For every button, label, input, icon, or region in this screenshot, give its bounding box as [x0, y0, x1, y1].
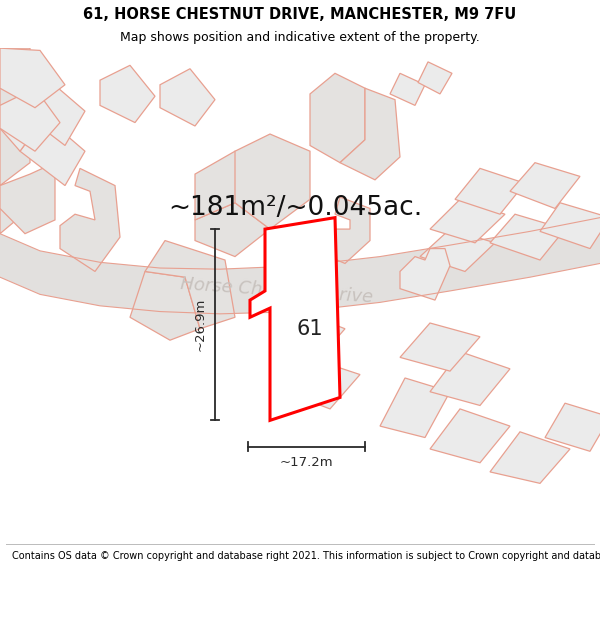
- Polygon shape: [420, 229, 495, 271]
- Polygon shape: [0, 162, 55, 234]
- Polygon shape: [0, 48, 30, 186]
- Polygon shape: [0, 48, 65, 108]
- Text: Map shows position and indicative extent of the property.: Map shows position and indicative extent…: [120, 31, 480, 44]
- Polygon shape: [60, 168, 120, 271]
- Text: ~26.9m: ~26.9m: [194, 298, 207, 351]
- Polygon shape: [510, 162, 580, 209]
- Polygon shape: [430, 199, 505, 243]
- Text: Horse Chestnut Drive: Horse Chestnut Drive: [180, 275, 374, 307]
- Polygon shape: [145, 241, 235, 329]
- Polygon shape: [160, 69, 215, 126]
- Polygon shape: [195, 202, 270, 257]
- Polygon shape: [285, 359, 360, 409]
- Polygon shape: [0, 88, 60, 151]
- Polygon shape: [490, 214, 565, 260]
- Polygon shape: [430, 352, 510, 406]
- Polygon shape: [310, 73, 365, 162]
- Polygon shape: [490, 432, 570, 483]
- Polygon shape: [390, 73, 425, 106]
- Polygon shape: [545, 403, 600, 451]
- Text: ~17.2m: ~17.2m: [280, 456, 334, 469]
- Text: 61: 61: [296, 319, 323, 339]
- Polygon shape: [20, 117, 85, 186]
- Polygon shape: [455, 168, 525, 214]
- Polygon shape: [418, 62, 452, 94]
- Polygon shape: [0, 88, 45, 151]
- Polygon shape: [20, 77, 85, 146]
- Polygon shape: [250, 217, 340, 421]
- Polygon shape: [430, 409, 510, 462]
- Text: Contains OS data © Crown copyright and database right 2021. This information is : Contains OS data © Crown copyright and d…: [12, 551, 600, 561]
- Polygon shape: [400, 249, 450, 300]
- Polygon shape: [400, 323, 480, 371]
- Polygon shape: [0, 186, 30, 234]
- Text: ~181m²/~0.045ac.: ~181m²/~0.045ac.: [168, 196, 422, 221]
- Polygon shape: [195, 151, 270, 220]
- Polygon shape: [310, 197, 370, 264]
- Polygon shape: [0, 217, 600, 314]
- Polygon shape: [235, 134, 310, 229]
- Polygon shape: [340, 88, 400, 180]
- Polygon shape: [130, 271, 200, 340]
- Polygon shape: [270, 311, 345, 363]
- Polygon shape: [100, 65, 155, 122]
- Text: 61, HORSE CHESTNUT DRIVE, MANCHESTER, M9 7FU: 61, HORSE CHESTNUT DRIVE, MANCHESTER, M9…: [83, 7, 517, 22]
- Polygon shape: [540, 202, 600, 249]
- Polygon shape: [380, 378, 450, 438]
